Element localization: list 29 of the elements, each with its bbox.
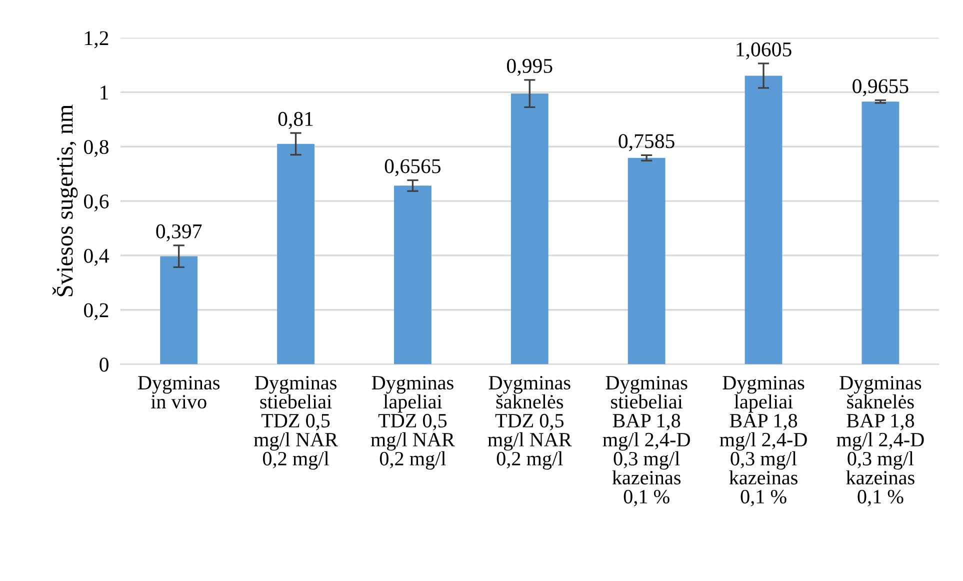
bar — [160, 256, 198, 364]
data-label: 0,7585 — [618, 134, 674, 152]
y-tick-label: 1,2 — [85, 31, 108, 48]
y-axis-title: Šviesos sugertis, nm — [52, 104, 78, 296]
data-label: 0,995 — [507, 58, 552, 76]
x-tick-label: Dygminas stiebeliai TDZ 0,5 mg/l NAR 0,2 mg/l — [254, 376, 338, 470]
bar — [510, 94, 548, 364]
x-tick-label: Dygminas šaknelės TDZ 0,5 mg/l NAR 0,2 mg/l — [488, 376, 572, 470]
y-tick-label: 0,8 — [84, 140, 108, 158]
data-label: 0,397 — [156, 224, 202, 242]
y-tick-label: 0 — [100, 358, 108, 372]
data-label: 0,9655 — [852, 79, 908, 96]
bar — [394, 186, 432, 364]
y-tick-label: 1 — [100, 86, 108, 100]
bar — [628, 158, 666, 364]
x-tick-label: Dygminas in vivo — [138, 376, 220, 409]
x-tick-label: Dygminas šaknelės BAP 1,8 mg/l 2,4-D 0,3 mg/l kazeinas 0,1 % — [836, 376, 924, 506]
bar — [744, 76, 782, 364]
x-tick-label: Dygminas stiebeliai BAP 1,8 mg/l 2,4-D 0,3 mg/l kazeinas 0,1 % — [602, 376, 690, 506]
data-label: 0,81 — [278, 112, 313, 129]
data-label: 1,0605 — [736, 42, 792, 60]
x-tick-label: Dygminas lapeliai TDZ 0,5 mg/l NAR 0,2 mg/l — [370, 376, 455, 470]
x-tick-label: Dygminas lapeliai BAP 1,8 mg/l 2,4-D 0,3 mg/l kazeinas 0,1 % — [720, 376, 807, 506]
y-tick-label: 0,6 — [84, 194, 109, 212]
y-tick-label: 0,2 — [84, 303, 108, 320]
bar — [277, 144, 314, 364]
y-tick-label: 0,4 — [84, 248, 109, 266]
data-label: 0,6565 — [384, 159, 441, 176]
bar — [862, 102, 900, 364]
